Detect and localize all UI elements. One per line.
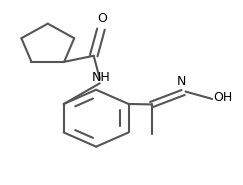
Text: OH: OH — [213, 91, 233, 104]
Text: NH: NH — [92, 71, 110, 84]
Text: O: O — [97, 12, 107, 25]
Text: N: N — [177, 75, 187, 88]
